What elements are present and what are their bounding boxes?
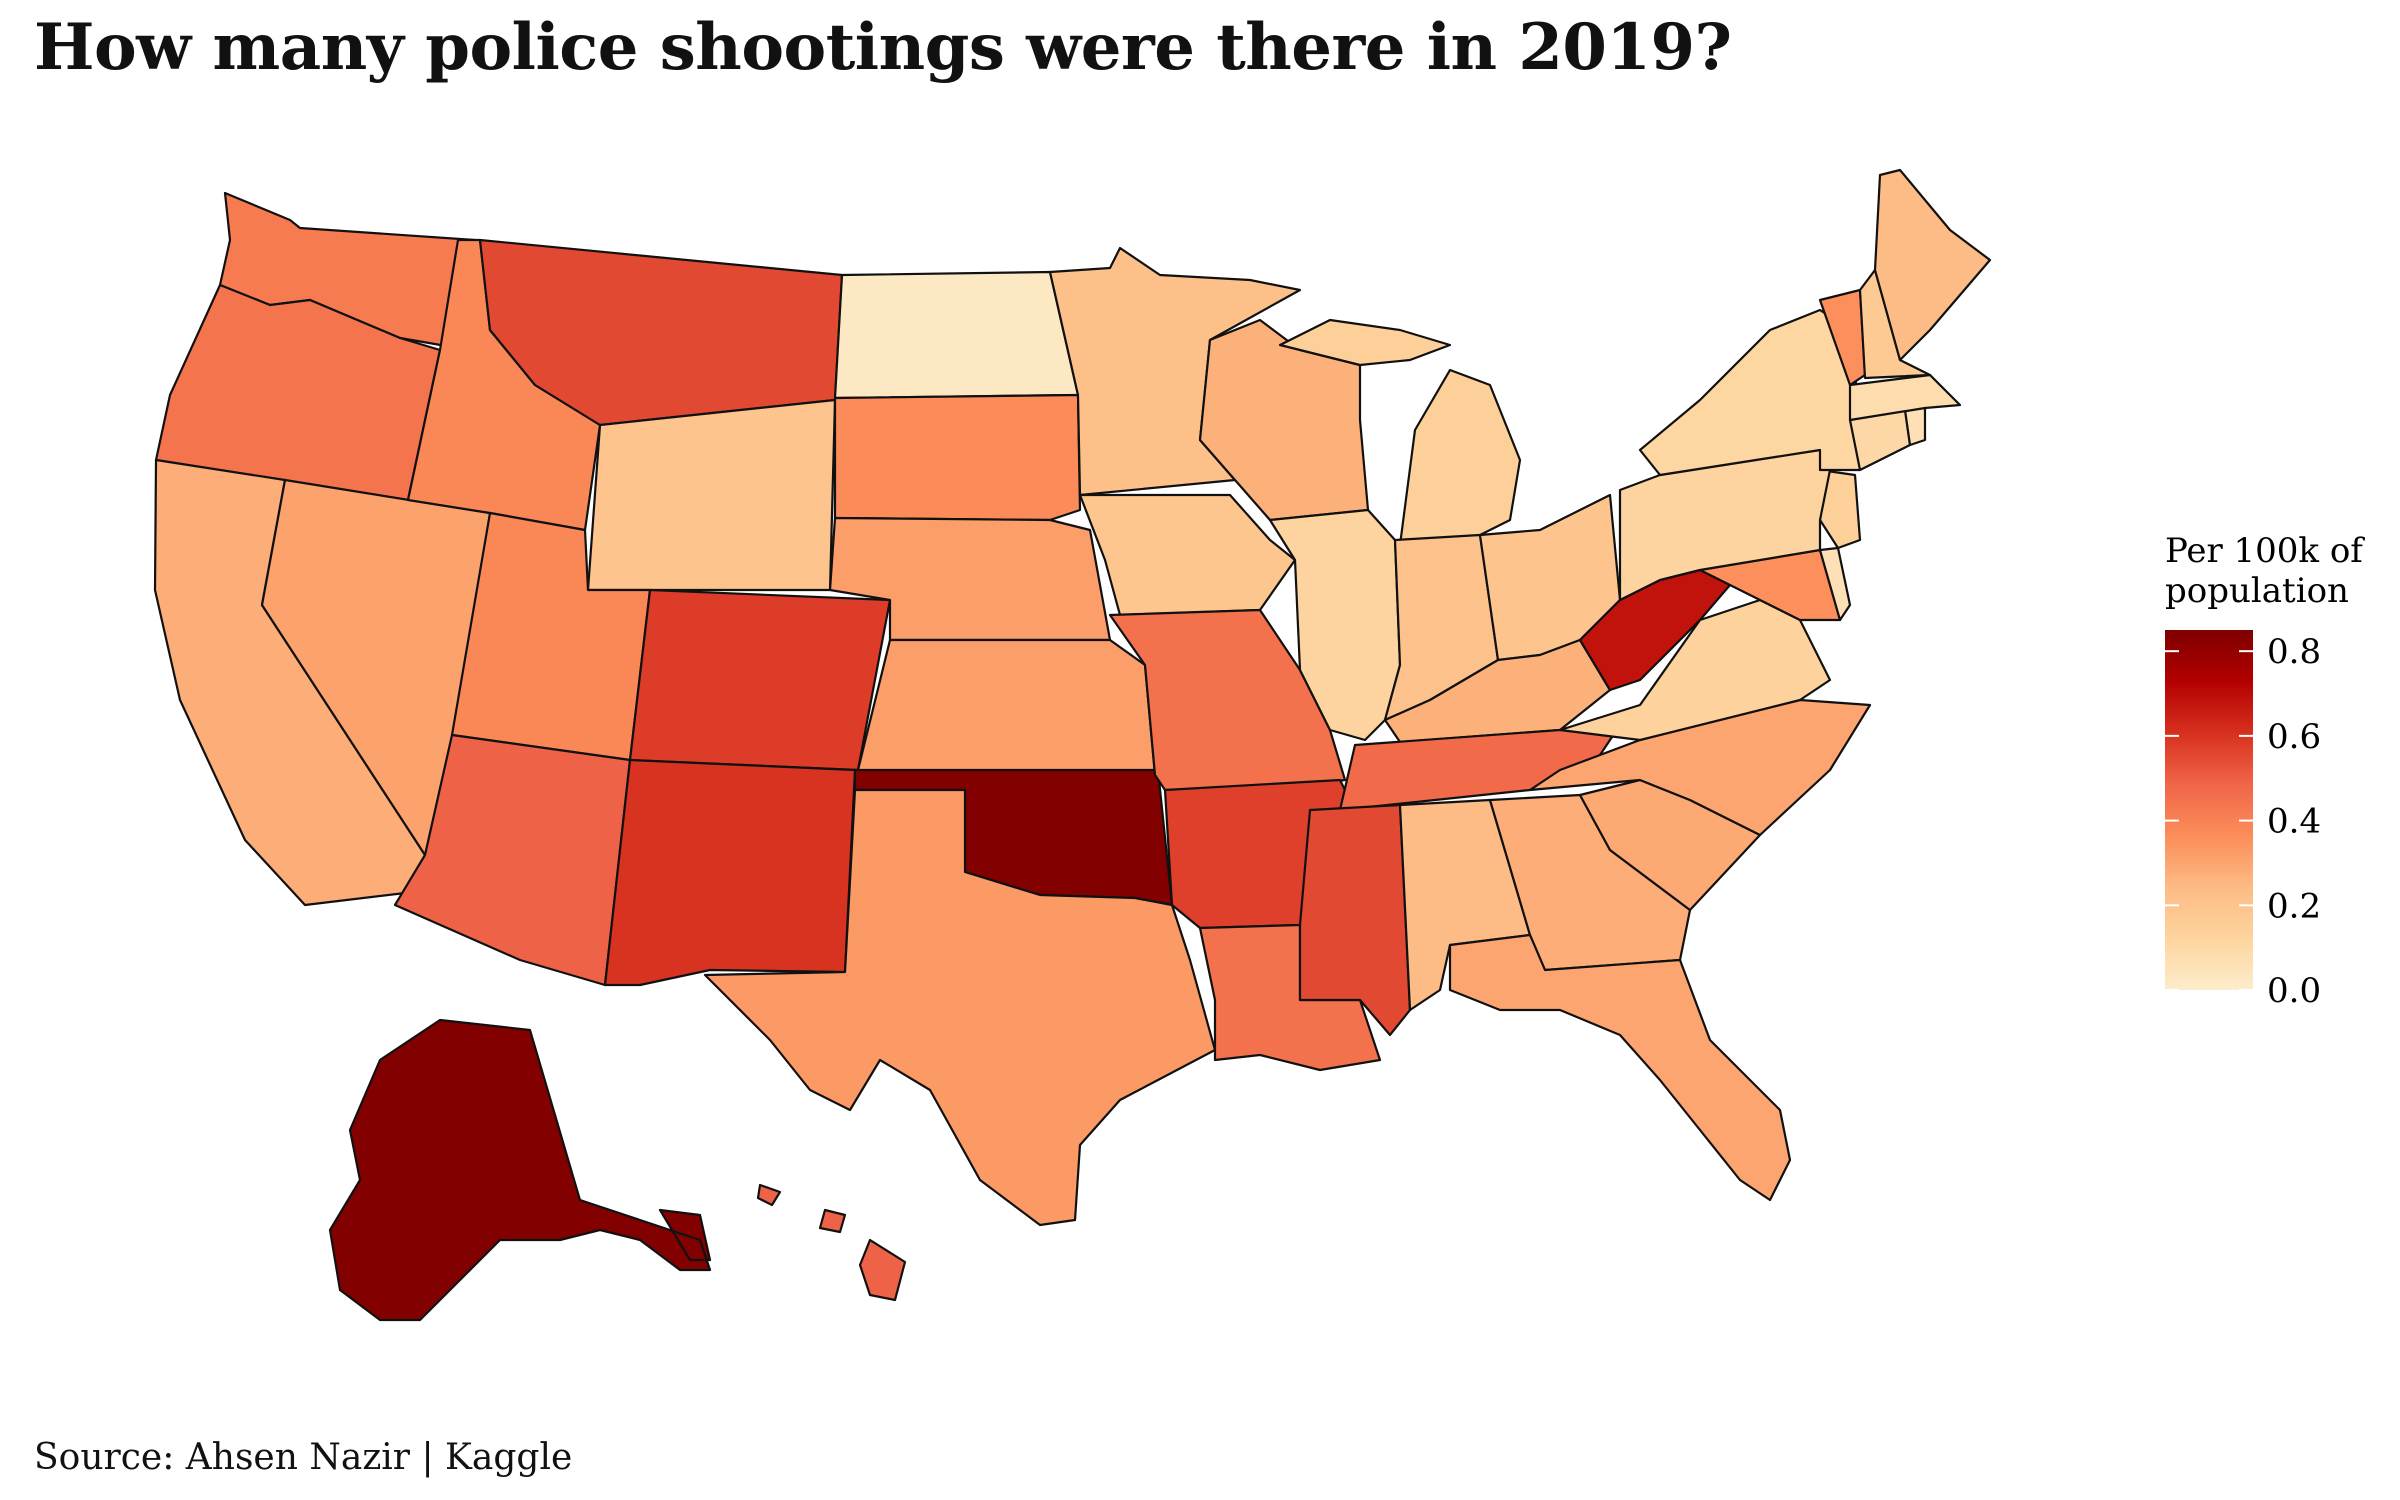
state-MS <box>1298 803 1412 1037</box>
state-KS <box>856 638 1157 777</box>
legend-tick-label: 0.8 <box>2267 632 2321 672</box>
state-CO <box>628 588 892 772</box>
state-HI <box>756 1183 907 1302</box>
state-ME <box>1873 168 1992 362</box>
state-FL <box>1448 933 1792 1202</box>
legend-title-line1: Per 100k of <box>2165 531 2365 571</box>
state-MI <box>1278 318 1522 547</box>
legend-colorbar <box>2165 630 2253 990</box>
state-WY <box>586 398 837 592</box>
states-layer <box>153 168 1992 1322</box>
state-AK <box>328 1018 712 1322</box>
state-IL <box>1268 508 1402 742</box>
state-WI <box>1198 318 1370 522</box>
legend-tick-label: 0.0 <box>2267 971 2321 1011</box>
legend-title-line2: population <box>2165 571 2349 611</box>
state-NY <box>1638 308 1862 477</box>
state-DE <box>1818 546 1852 622</box>
source-caption: Source: Ahsen Nazir | Kaggle <box>34 1437 573 1478</box>
legend-tick-label: 0.2 <box>2267 886 2321 926</box>
legend-tick-label: 0.6 <box>2267 717 2321 757</box>
state-ND <box>833 270 1080 400</box>
state-NM <box>603 758 857 987</box>
state-IA <box>1078 493 1297 617</box>
state-TX <box>703 788 1217 1227</box>
state-SD <box>833 393 1082 522</box>
state-NH <box>1858 268 1932 380</box>
legend-tick-label: 0.4 <box>2267 802 2321 842</box>
state-MN <box>1048 246 1302 497</box>
legend-ticks: 0.0 0.2 0.4 0.6 0.8 <box>2165 632 2321 1011</box>
chart-title: How many police shootings were there in … <box>34 10 1732 85</box>
legend: Per 100k of population 0.0 0.2 0.4 0.6 0.8 <box>2165 531 2365 1011</box>
